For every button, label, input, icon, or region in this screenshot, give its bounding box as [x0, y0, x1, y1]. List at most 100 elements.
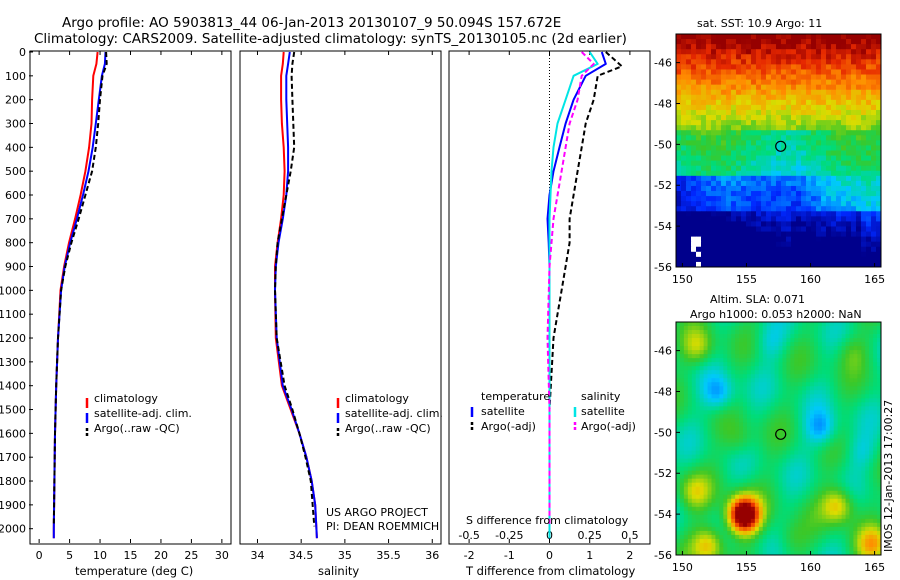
sst-cell [856, 115, 862, 121]
sst-cell [821, 140, 827, 146]
sla-cell [774, 414, 779, 419]
sla-cell [699, 466, 704, 472]
sst-cell [786, 54, 792, 60]
sla-cell [825, 466, 831, 472]
sla-cell [735, 434, 740, 439]
sla-cell [770, 334, 775, 339]
sla-cell [786, 526, 791, 532]
sla-cell [770, 326, 775, 331]
sst-cell [776, 191, 782, 197]
sst-cell [726, 150, 732, 156]
sla-cell [825, 462, 831, 468]
sla-cell [845, 426, 850, 431]
sst-cell [856, 206, 862, 212]
sla-cell [731, 470, 736, 476]
sla-cell [754, 450, 760, 455]
sla-cell [817, 514, 823, 520]
sst-cell [801, 196, 807, 202]
sla-cell [707, 466, 712, 472]
sla-cell [711, 334, 716, 339]
sst-cell [866, 170, 872, 177]
sla-cell [806, 430, 811, 435]
sst-cell [706, 79, 712, 86]
sla-cell [778, 490, 783, 496]
sla-cell [869, 514, 874, 520]
sst-cell [846, 170, 852, 177]
sla-cell [691, 362, 697, 367]
sst-cell [856, 196, 862, 202]
sla-cell [845, 374, 850, 379]
sst-cell [746, 175, 752, 182]
sst-cell [681, 236, 687, 243]
sla-cell [837, 438, 842, 443]
sla-cell [794, 322, 799, 327]
sla-cell [778, 322, 783, 327]
sla-cell [711, 446, 716, 451]
sst-cell [806, 89, 812, 96]
sla-cell [758, 542, 764, 548]
sla-cell [782, 398, 787, 403]
sst-cell [716, 201, 722, 207]
sla-cell [813, 430, 819, 435]
sst-cell [736, 34, 742, 40]
sla-cell [750, 398, 756, 403]
sla-cell [813, 474, 819, 480]
sla-cell [774, 382, 779, 387]
sla-cell [695, 506, 701, 512]
lon-tick-label: 165 [864, 273, 885, 286]
y-tick-label: 100 [5, 70, 26, 83]
sla-cell [695, 382, 701, 387]
sla-cell [786, 374, 791, 379]
sla-cell [699, 382, 704, 387]
sla-cell [817, 346, 823, 351]
sla-cell [829, 470, 835, 476]
sst-cell [776, 155, 782, 162]
sst-cell [706, 261, 712, 267]
sst-cell [776, 69, 782, 75]
sla-cell [817, 398, 823, 403]
sla-cell [719, 398, 724, 403]
sst-cell [721, 125, 727, 131]
sla-cell [719, 454, 724, 459]
sst-cell [706, 201, 712, 207]
sla-cell [778, 426, 783, 431]
sla-cell [707, 350, 712, 355]
sst-cell [701, 251, 707, 258]
sla-cell [739, 326, 744, 331]
sst-cell [781, 104, 787, 111]
sst-cell [801, 221, 807, 227]
sla-cell [810, 342, 815, 347]
sst-cell [871, 170, 877, 177]
sla-cell [798, 514, 803, 520]
sst-cell [691, 251, 697, 258]
sla-cell [802, 538, 807, 544]
sla-cell [770, 518, 775, 524]
sla-cell [821, 502, 827, 508]
sla-cell [687, 346, 693, 351]
sst-cell [751, 216, 757, 222]
sla-cell [731, 474, 736, 480]
sla-cell [853, 422, 858, 427]
sla-cell [750, 414, 756, 419]
sla-cell [758, 438, 764, 443]
sla-cell [727, 390, 732, 395]
sla-cell [857, 542, 862, 548]
sst-cell [716, 226, 722, 232]
sla-cell [798, 394, 803, 399]
sla-cell [786, 394, 791, 399]
sst-cell [856, 135, 862, 141]
sla-cell [841, 506, 846, 512]
temperature-argo-adj-line [548, 51, 623, 527]
sla-cell [731, 382, 736, 387]
sst-cell [766, 140, 772, 146]
sla-cell [837, 462, 842, 468]
sst-cell [741, 109, 747, 116]
sla-cell [821, 378, 827, 383]
sst-cell [826, 115, 832, 121]
sst-cell [776, 84, 782, 91]
sla-cell [715, 498, 720, 504]
sla-cell [719, 510, 724, 516]
sla-cell [841, 390, 846, 395]
sst-cell [781, 211, 787, 217]
sla-cell [798, 326, 803, 331]
